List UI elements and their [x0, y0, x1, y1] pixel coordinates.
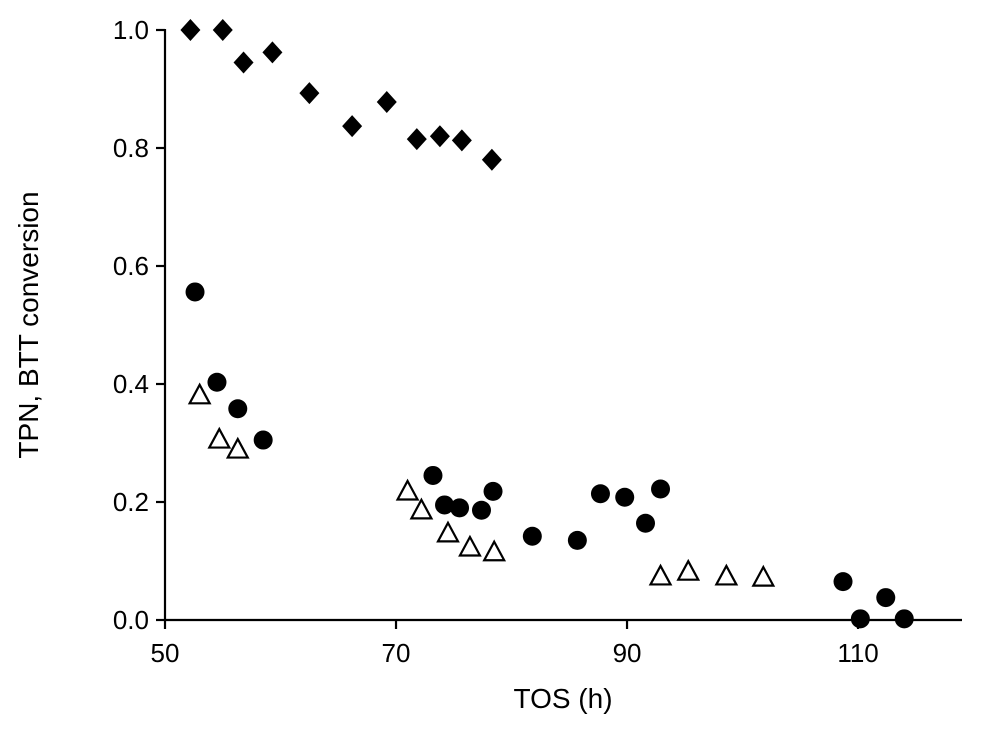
data-point-triangle [676, 558, 701, 581]
data-point-circle [522, 526, 542, 546]
data-point-diamond [180, 19, 201, 41]
data-point-circle [207, 372, 227, 392]
data-point-diamond [406, 128, 427, 151]
data-point-circle [615, 487, 635, 507]
x-axis-label: TOS (h) [513, 683, 612, 714]
y-tick-label: 1.0 [113, 15, 149, 45]
data-point-triangle [187, 382, 212, 405]
data-point-circle [253, 430, 273, 450]
data-point-triangle [436, 520, 460, 543]
data-point-circle [423, 465, 443, 485]
data-point-triangle [714, 563, 739, 586]
data-point-circle [567, 530, 587, 550]
data-point-triangle [207, 426, 232, 449]
data-point-triangle [482, 539, 507, 562]
data-point-circle [450, 498, 470, 518]
data-point-triangle [458, 534, 482, 557]
data-point-circle [636, 513, 656, 533]
data-point-circle [471, 500, 491, 520]
data-point-diamond [233, 51, 254, 74]
data-point-triangle [409, 497, 434, 520]
data-point-triangle [225, 436, 250, 459]
data-point-triangle [751, 564, 776, 587]
data-point-circle [876, 588, 896, 608]
data-point-circle [185, 282, 205, 302]
plot-area: 50 70 90 110 0.0 0.2 0.4 0.6 0.8 1.0 [113, 15, 962, 668]
x-tick-label: 90 [613, 638, 642, 668]
data-point-circle [435, 495, 455, 515]
y-tick-label: 0.0 [113, 605, 149, 635]
data-point-diamond [451, 129, 472, 152]
y-axis-label: TPN, BTT conversion [13, 191, 44, 458]
data-point-circle [651, 479, 671, 499]
x-tick-label: 110 [837, 638, 878, 668]
y-tick-label: 0.4 [113, 369, 149, 399]
data-point-diamond [376, 90, 397, 113]
data-point-diamond [481, 148, 502, 171]
data-point-circle [483, 481, 503, 501]
y-tick-label: 0.2 [113, 487, 149, 517]
data-point-circle [228, 399, 248, 419]
data-point-circle [894, 609, 914, 629]
data-point-circle [590, 484, 610, 504]
y-tick-label: 0.8 [113, 133, 149, 163]
data-point-diamond [299, 82, 320, 105]
data-point-triangle [395, 478, 420, 501]
data-point-diamond [429, 125, 450, 148]
y-tick-label: 0.6 [113, 251, 149, 281]
x-tick-label: 70 [382, 638, 411, 668]
data-point-circle [833, 572, 853, 592]
data-point-diamond [212, 19, 233, 41]
data-point-circle [850, 609, 870, 629]
data-point-diamond [342, 115, 363, 138]
data-point-triangle [648, 563, 673, 586]
x-tick-label: 50 [151, 638, 180, 668]
data-point-diamond [262, 41, 283, 64]
